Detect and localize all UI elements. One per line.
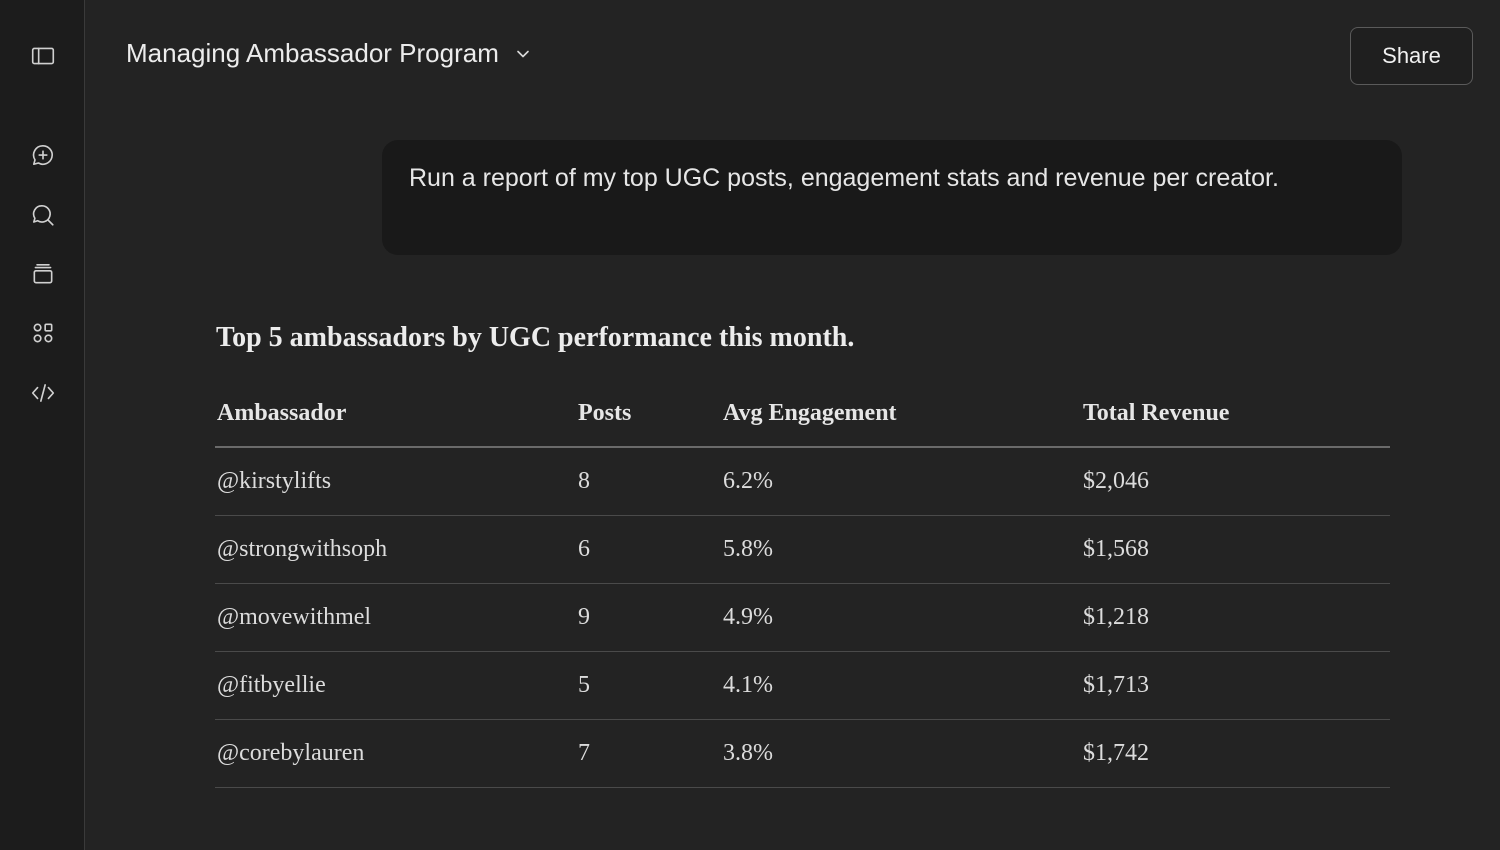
archive-button[interactable] (22, 253, 64, 295)
user-message-text: Run a report of my top UGC posts, engage… (409, 164, 1279, 192)
column-header-avg-engagement: Avg Engagement (723, 399, 897, 426)
revenue-cell: $2,046 (1083, 468, 1149, 494)
apps-grid-icon (33, 323, 53, 343)
ambassador-cell: @strongwithsoph (217, 536, 388, 562)
revenue-cell: $1,742 (1083, 740, 1149, 766)
ambassador-cell: @corebylauren (217, 740, 365, 766)
code-icon (31, 384, 55, 402)
table-row: @corebylauren 7 3.8% $1,742 (215, 720, 1390, 788)
ambassador-cell: @fitbyellie (217, 672, 326, 698)
posts-cell: 8 (578, 468, 590, 494)
table-header-row: Ambassador Posts Avg Engagement Total Re… (215, 380, 1390, 448)
conversation-title-dropdown[interactable]: Managing Ambassador Program (126, 38, 533, 69)
engagement-cell: 4.1% (723, 672, 773, 698)
chevron-down-icon (517, 50, 529, 57)
table-row: @strongwithsoph 6 5.8% $1,568 (215, 516, 1390, 584)
engagement-cell: 4.9% (723, 604, 773, 630)
posts-cell: 9 (578, 604, 590, 630)
new-chat-button[interactable] (22, 134, 64, 176)
apps-button[interactable] (22, 312, 64, 354)
response-heading: Top 5 ambassadors by UGC performance thi… (216, 322, 855, 353)
share-button[interactable]: Share (1350, 27, 1473, 85)
revenue-cell: $1,713 (1083, 672, 1149, 698)
code-button[interactable] (22, 372, 64, 414)
search-chat-icon (32, 204, 54, 226)
revenue-cell: $1,568 (1083, 536, 1149, 562)
column-header-posts: Posts (578, 399, 632, 426)
engagement-cell: 6.2% (723, 468, 773, 494)
engagement-cell: 5.8% (723, 536, 773, 562)
ambassador-cell: @movewithmel (217, 604, 372, 630)
table-row: @fitbyellie 5 4.1% $1,713 (215, 652, 1390, 720)
column-header-total-revenue: Total Revenue (1083, 399, 1230, 426)
new-chat-icon (32, 144, 53, 166)
table-row: @kirstylifts 8 6.2% $2,046 (215, 448, 1390, 516)
ambassador-cell: @kirstylifts (217, 468, 332, 494)
archive-icon (33, 263, 53, 284)
sidebar-toggle-icon (31, 47, 55, 65)
sidebar-toggle-button[interactable] (22, 35, 64, 77)
ambassador-table: Ambassador Posts Avg Engagement Total Re… (215, 380, 1390, 788)
table-row: @movewithmel 9 4.9% $1,218 (215, 584, 1390, 652)
posts-cell: 7 (578, 740, 590, 766)
sidebar (0, 0, 85, 850)
posts-cell: 6 (578, 536, 590, 562)
user-message-bubble: Run a report of my top UGC posts, engage… (382, 140, 1402, 255)
conversation-title: Managing Ambassador Program (126, 38, 499, 68)
engagement-cell: 3.8% (723, 740, 773, 766)
revenue-cell: $1,218 (1083, 604, 1149, 630)
posts-cell: 5 (578, 672, 590, 698)
search-chats-button[interactable] (22, 194, 64, 236)
column-header-ambassador: Ambassador (217, 399, 347, 426)
